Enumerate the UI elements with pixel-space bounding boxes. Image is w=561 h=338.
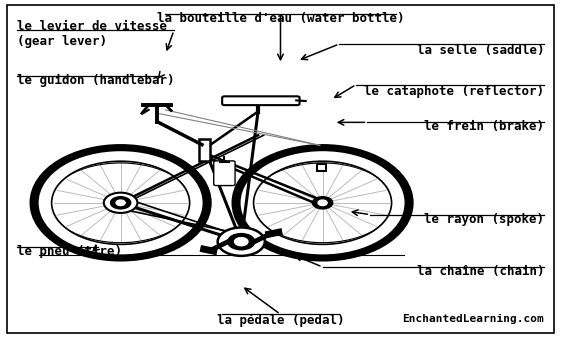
- Text: la chaîne (chain): la chaîne (chain): [417, 265, 544, 278]
- Text: le levier de vitesse
(gear lever): le levier de vitesse (gear lever): [17, 20, 167, 48]
- Circle shape: [218, 227, 265, 256]
- Text: la bouteille d'eau (water bottle): la bouteille d'eau (water bottle): [157, 12, 404, 25]
- Text: le rayon (spoke): le rayon (spoke): [424, 213, 544, 226]
- Circle shape: [111, 197, 131, 209]
- Text: le frein (brake): le frein (brake): [424, 120, 544, 133]
- Text: le cataphote (reflector): le cataphote (reflector): [364, 84, 544, 97]
- FancyBboxPatch shape: [214, 161, 235, 186]
- Circle shape: [318, 200, 327, 206]
- Circle shape: [116, 200, 125, 206]
- Text: EnchantedLearning.com: EnchantedLearning.com: [402, 314, 544, 324]
- Text: la selle (saddle): la selle (saddle): [417, 44, 544, 57]
- Bar: [199, 139, 210, 161]
- Circle shape: [312, 197, 333, 209]
- Circle shape: [104, 193, 137, 213]
- Bar: [317, 164, 326, 171]
- Text: le guidon (handlebar): le guidon (handlebar): [17, 74, 174, 88]
- Circle shape: [228, 234, 255, 250]
- Circle shape: [234, 238, 248, 246]
- Text: le pneu (tire): le pneu (tire): [17, 245, 122, 258]
- Text: la pédale (pedal): la pédale (pedal): [217, 314, 344, 327]
- FancyBboxPatch shape: [222, 96, 300, 105]
